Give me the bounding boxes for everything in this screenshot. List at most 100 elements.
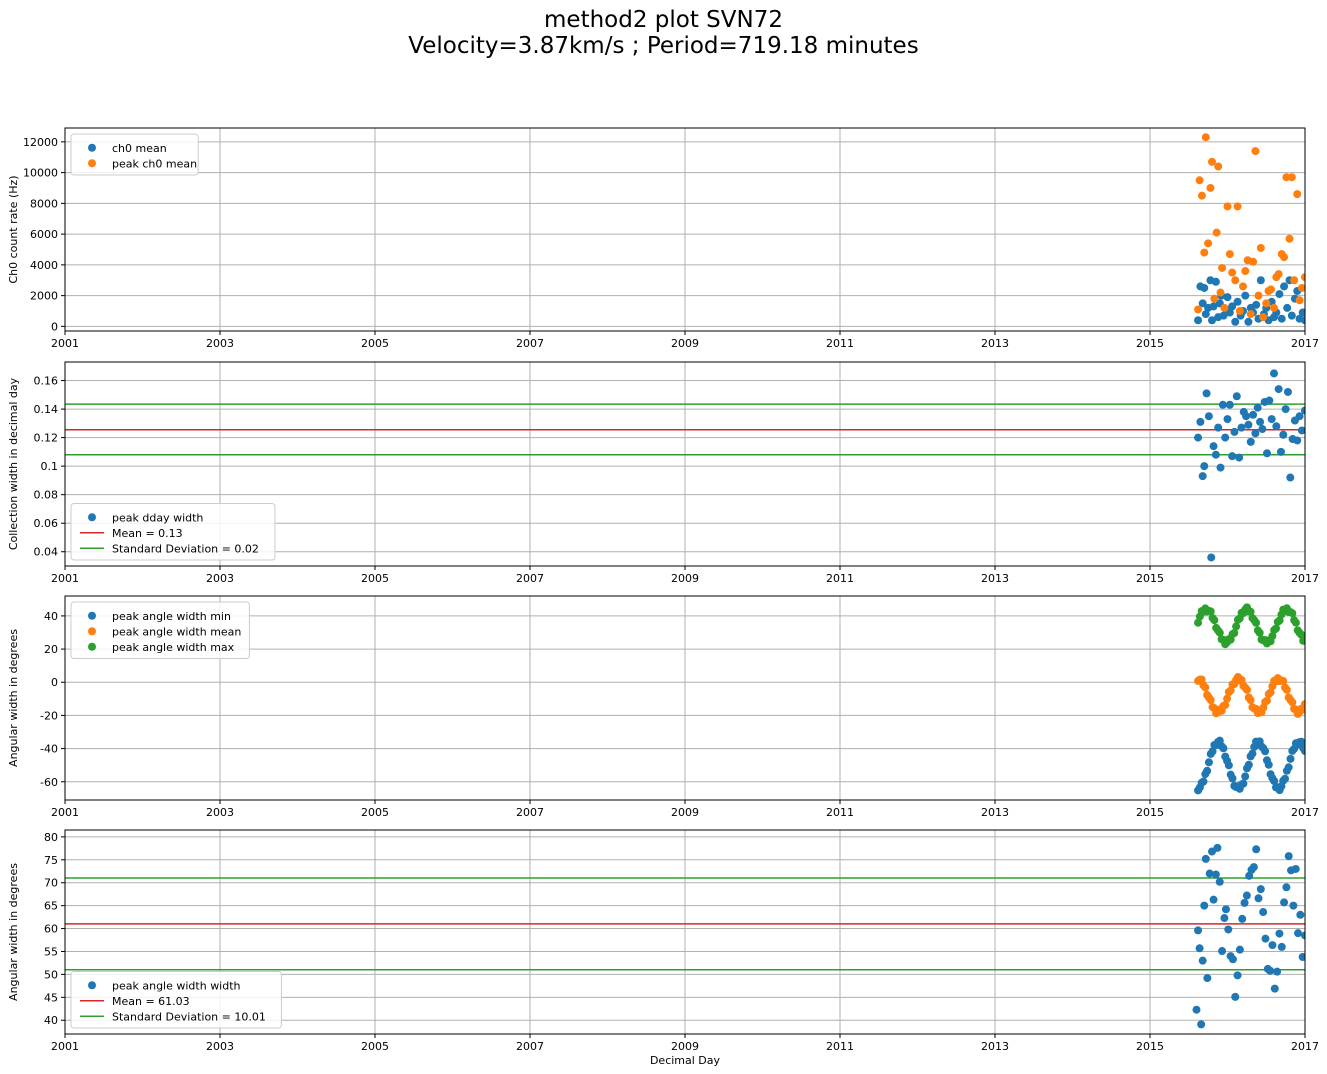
y-tick-label: 20 <box>44 643 58 656</box>
data-point <box>1297 737 1305 746</box>
x-tick-label: 2007 <box>516 806 544 819</box>
data-point <box>1241 772 1250 781</box>
data-point <box>1210 616 1219 625</box>
data-point <box>1199 777 1208 786</box>
data-point <box>1286 473 1295 482</box>
data-point <box>1215 628 1224 637</box>
data-point <box>1264 760 1273 769</box>
data-point <box>1194 618 1203 627</box>
y-tick-label: 0 <box>51 320 58 333</box>
x-tick-label: 2017 <box>1291 572 1319 585</box>
x-tick-label: 2011 <box>826 806 854 819</box>
data-point <box>1201 854 1210 863</box>
y-tick-label: -60 <box>40 776 58 789</box>
data-point <box>1286 754 1295 763</box>
data-point <box>1270 984 1279 993</box>
data-point <box>1270 303 1278 312</box>
legend-marker <box>88 513 96 522</box>
data-point <box>1275 929 1284 938</box>
legend-entry: peak angle width mean <box>112 625 241 638</box>
x-tick-label: 2001 <box>51 806 79 819</box>
data-point <box>1235 945 1244 954</box>
data-point <box>1209 302 1218 311</box>
data-point <box>1223 694 1232 703</box>
data-point <box>1204 239 1213 248</box>
data-point <box>1301 273 1305 282</box>
data-point <box>1256 885 1265 894</box>
y-tick-label: 55 <box>44 945 58 958</box>
data-point <box>1230 427 1239 436</box>
data-point <box>1231 317 1240 326</box>
data-point <box>1204 758 1213 767</box>
x-tick-label: 2013 <box>981 1040 1009 1053</box>
data-point <box>1242 891 1251 900</box>
data-point <box>1228 268 1237 277</box>
data-point <box>1208 316 1216 325</box>
data-point <box>1203 974 1212 983</box>
data-point <box>1200 462 1209 471</box>
y-tick-label: 0 <box>51 676 58 689</box>
data-point <box>1253 403 1262 412</box>
data-point <box>1254 291 1263 300</box>
data-point <box>1218 400 1227 409</box>
data-point <box>1267 415 1276 424</box>
data-point <box>1223 293 1232 302</box>
data-point <box>1261 934 1270 943</box>
data-point <box>1195 944 1204 953</box>
legend-entry: Standard Deviation = 0.02 <box>112 542 259 555</box>
data-point <box>1291 618 1300 627</box>
legend-marker <box>88 143 96 152</box>
data-point <box>1224 761 1233 770</box>
data-point <box>1211 870 1220 879</box>
data-point <box>1206 183 1215 192</box>
data-point <box>1248 749 1257 758</box>
x-tick-label: 2005 <box>361 1040 389 1053</box>
data-point <box>1290 276 1299 285</box>
data-point <box>1268 632 1277 641</box>
data-point <box>1280 253 1289 262</box>
legend: peak angle width width Mean = 61.03 Standa… <box>70 971 282 1029</box>
data-point <box>1301 746 1305 755</box>
data-point <box>1194 433 1203 442</box>
data-point <box>1208 747 1217 756</box>
legend-marker <box>88 611 96 620</box>
y-tick-label: 0.12 <box>34 432 59 445</box>
data-point <box>1259 313 1268 322</box>
chart-panel-3: 2001 2003 2005 2007 2009 2011 2013 2015 2017 -60 -… <box>7 595 1319 819</box>
data-point <box>1221 905 1230 914</box>
x-tick-label: 2009 <box>671 572 699 585</box>
x-tick-label: 2011 <box>826 572 854 585</box>
data-point <box>1276 447 1285 456</box>
data-point <box>1209 442 1218 451</box>
legend-entry: peak angle width max <box>112 641 235 654</box>
data-point <box>1201 683 1210 692</box>
data-point <box>1220 303 1229 312</box>
data-point <box>1281 774 1290 783</box>
legend-entry: Mean = 61.03 <box>112 995 190 1008</box>
data-point <box>1254 894 1263 903</box>
data-point <box>1259 908 1268 917</box>
x-tick-label: 2009 <box>671 337 699 350</box>
data-point <box>1230 629 1239 638</box>
legend-box <box>70 503 276 561</box>
data-point <box>1206 696 1215 705</box>
data-point <box>1201 310 1210 319</box>
data-point <box>1233 971 1242 980</box>
figure-subtitle: Velocity=3.87km/s ; Period=719.18 minute… <box>408 33 919 59</box>
data-point <box>1194 316 1203 325</box>
data-point <box>1221 433 1230 442</box>
data-point <box>1293 436 1302 445</box>
data-point <box>1273 967 1282 976</box>
y-axis-label: Collection width in decimal day <box>7 377 20 550</box>
data-point <box>1266 688 1275 697</box>
plot-area <box>1194 603 1305 795</box>
data-point <box>1297 426 1305 435</box>
data-point <box>1218 947 1227 956</box>
data-point <box>1226 686 1235 695</box>
data-point <box>1297 283 1305 292</box>
y-axis-label: Angular width in degrees <box>7 629 20 767</box>
data-point <box>1240 898 1249 907</box>
x-tick-label: 2009 <box>671 1040 699 1053</box>
data-point <box>1197 191 1206 200</box>
data-point <box>1209 895 1218 904</box>
